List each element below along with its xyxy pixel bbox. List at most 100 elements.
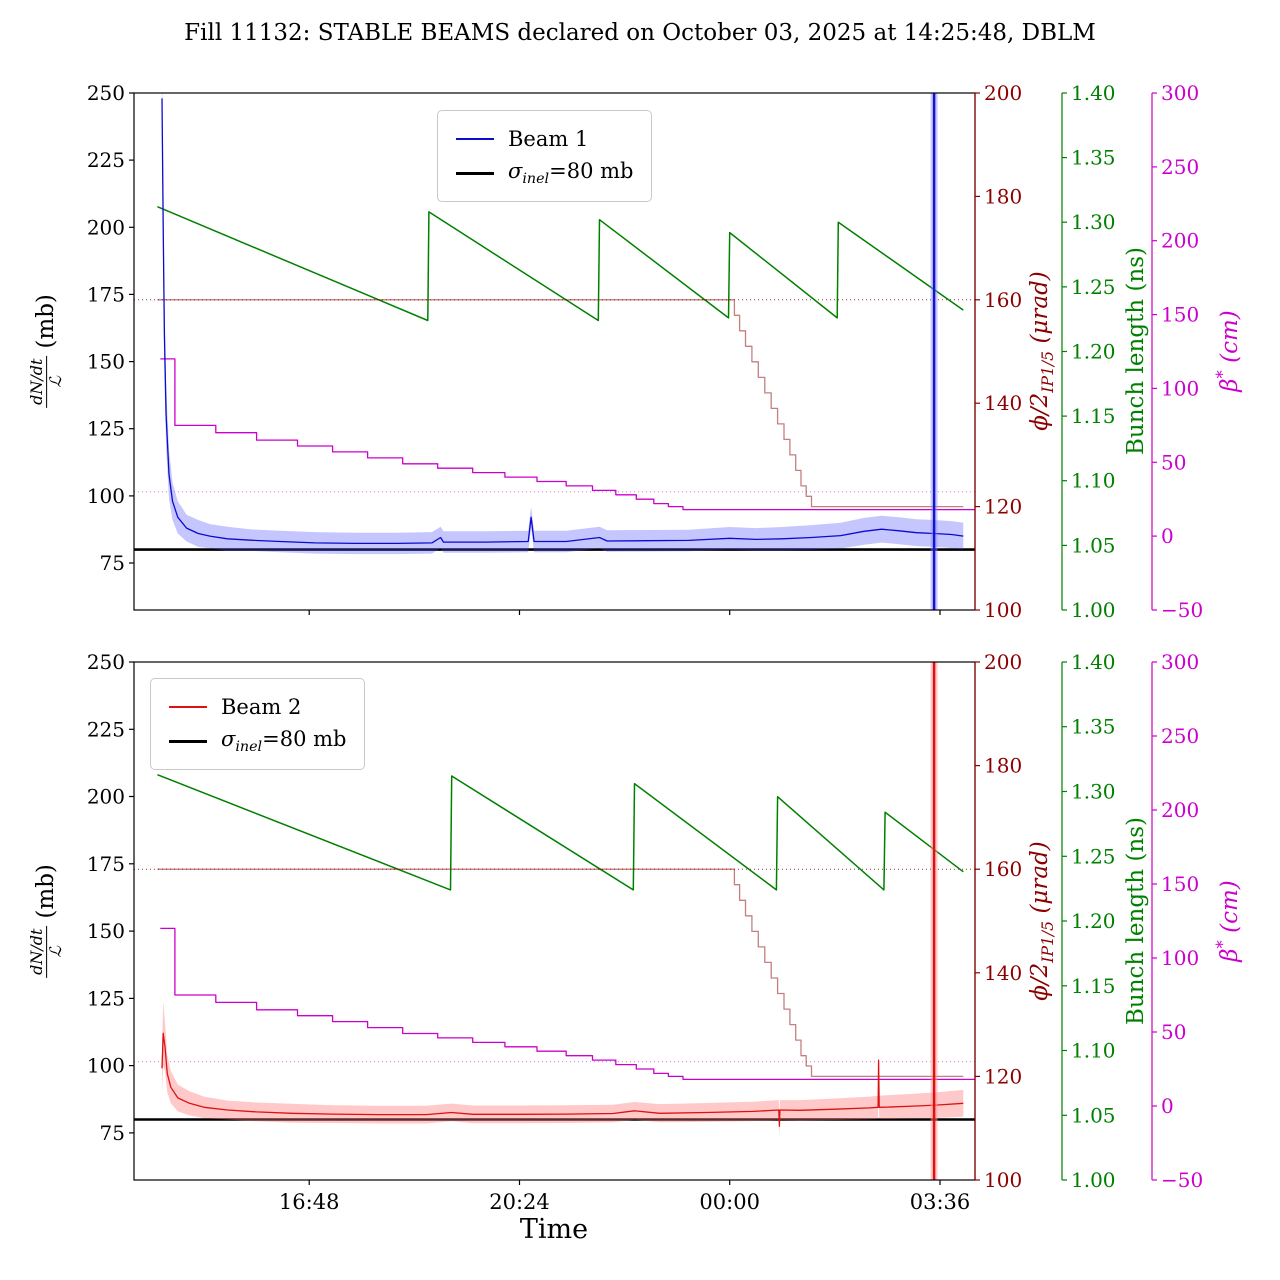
y-tick-label-left: 150 [87,919,125,943]
y-tick-label-angle: 100 [984,1168,1022,1192]
y-tick-label-left: 225 [87,148,125,172]
crossing-angle-axis-label-top: ϕ/2IP1/5 (μrad) [1027,271,1057,431]
beam1-bunch-length [157,206,964,322]
x-tick-label: 20:24 [489,1190,550,1214]
y-tick-label-angle: 180 [984,754,1022,778]
y-tick-label-bunch: 1.05 [1071,1103,1116,1127]
y-tick-label-bunch: 1.35 [1071,715,1116,739]
beam1-plot-area [134,93,975,610]
y-tick-label-left: 250 [87,650,125,674]
y-tick-label-left: 175 [87,282,125,306]
y-tick-label-bunch: 1.40 [1071,81,1116,105]
legend-label-beam1: Beam 1 [508,127,589,151]
legend-label-sigma: σinel=80 mb [221,726,347,756]
y-tick-label-beta: 0 [1161,524,1174,548]
bunch-length-axis-label-top: Bunch length (ns) [1123,247,1149,455]
y-tick-label-left: 200 [87,785,125,809]
beam2-beta-star [160,927,975,1081]
y-tick-label-left: 100 [87,1054,125,1078]
y-tick-label-bunch: 1.25 [1071,844,1116,868]
y-tick-label-bunch: 1.20 [1071,340,1116,364]
y-tick-label-left: 100 [87,484,125,508]
y-tick-label-angle: 140 [984,391,1022,415]
legend-label-beam2: Beam 2 [221,695,302,719]
y-tick-label-bunch: 1.10 [1071,469,1116,493]
x-tick-label: 16:48 [279,1190,340,1214]
beam1-line-sample [456,138,494,140]
y-tick-label-bunch: 1.00 [1071,1168,1116,1192]
y-tick-label-bunch: 1.30 [1071,780,1116,804]
x-tick-label: 00:00 [699,1190,760,1214]
y-tick-label-bunch: 1.35 [1071,146,1116,170]
y-tick-label-bunch: 1.00 [1071,598,1116,622]
y-tick-label-left: 125 [87,986,125,1010]
y-tick-label-beta: 50 [1161,450,1186,474]
y-tick-label-angle: 140 [984,961,1022,985]
y-tick-label-beta: 250 [1161,724,1199,748]
y-tick-label-angle: 120 [984,495,1022,519]
legend-item-sigma-inel: σinel=80 mb [169,724,346,758]
y-tick-label-beta: 250 [1161,155,1199,179]
y-tick-label-beta: 200 [1161,798,1199,822]
beam2-line-sample [169,706,207,708]
y-tick-label-bunch: 1.15 [1071,404,1116,428]
x-tick-label: 03:36 [910,1190,971,1214]
y-tick-label-bunch: 1.25 [1071,275,1116,299]
y-tick-label-left: 225 [87,717,125,741]
chart-title: Fill 11132: STABLE BEAMS declared on Oct… [184,20,1096,46]
legend-item-sigma-inel: σinel=80 mb [456,156,633,190]
y-tick-label-angle: 100 [984,598,1022,622]
y-tick-label-angle: 180 [984,184,1022,208]
legend-item-beam2: Beam 2 [169,690,346,724]
y-tick-label-bunch: 1.20 [1071,909,1116,933]
beam2-crossing-angle [157,868,964,1078]
legend-beam1: Beam 1 σinel=80 mb [437,110,653,202]
y-tick-label-bunch: 1.10 [1071,1039,1116,1063]
beam2-beam-line [161,1032,964,1127]
y-tick-label-beta: 300 [1161,81,1199,105]
legend-label-sigma: σinel=80 mb [508,158,634,188]
y-tick-label-left: 75 [100,1121,125,1145]
left-axis-label-bottom: dN/dt ℒ (mb) [27,864,66,978]
y-tick-label-bunch: 1.15 [1071,974,1116,998]
y-tick-label-beta: 150 [1161,303,1199,327]
y-tick-label-beta: −50 [1161,598,1203,622]
y-tick-label-bunch: 1.05 [1071,533,1116,557]
y-tick-label-bunch: 1.40 [1071,650,1116,674]
dndt-over-lumi-fraction: dN/dt ℒ [27,925,66,978]
y-tick-label-angle: 200 [984,650,1022,674]
beam2-beam-uncertainty-band [162,1001,964,1137]
y-tick-label-beta: 100 [1161,376,1199,400]
y-tick-label-left: 250 [87,81,125,105]
beam1-crossing-angle [157,299,964,508]
beta-star-axis-label-bottom: β* (cm) [1213,880,1243,962]
y-tick-label-beta: 100 [1161,946,1199,970]
legend-beam2: Beam 2 σinel=80 mb [150,678,366,770]
legend-item-beam1: Beam 1 [456,122,633,156]
y-tick-label-left: 150 [87,350,125,374]
y-tick-label-angle: 120 [984,1064,1022,1088]
y-tick-label-angle: 200 [984,81,1022,105]
y-tick-label-left: 200 [87,215,125,239]
sigma-line-sample [456,171,494,175]
x-axis-label: Time [519,1214,589,1245]
y-tick-label-beta: −50 [1161,1168,1203,1192]
y-tick-label-left: 175 [87,852,125,876]
crossing-angle-axis-label-bottom: ϕ/2IP1/5 (μrad) [1027,841,1057,1001]
y-tick-label-left: 125 [87,417,125,441]
y-tick-label-bunch: 1.30 [1071,210,1116,234]
y-tick-label-angle: 160 [984,857,1022,881]
y-tick-label-beta: 50 [1161,1020,1186,1044]
beam1-beta-star [160,358,975,511]
left-axis-label-top: dN/dt ℒ (mb) [27,294,66,408]
dndt-over-lumi-fraction: dN/dt ℒ [27,355,66,408]
sigma-line-sample [169,739,207,743]
beam1-beam-line [161,98,964,545]
bunch-length-axis-label-bottom: Bunch length (ns) [1123,817,1149,1025]
y-tick-label-left: 75 [100,551,125,575]
y-tick-label-beta: 0 [1161,1094,1174,1118]
beam2-bunch-length [157,774,964,891]
beam2-plot-area [134,662,975,1180]
